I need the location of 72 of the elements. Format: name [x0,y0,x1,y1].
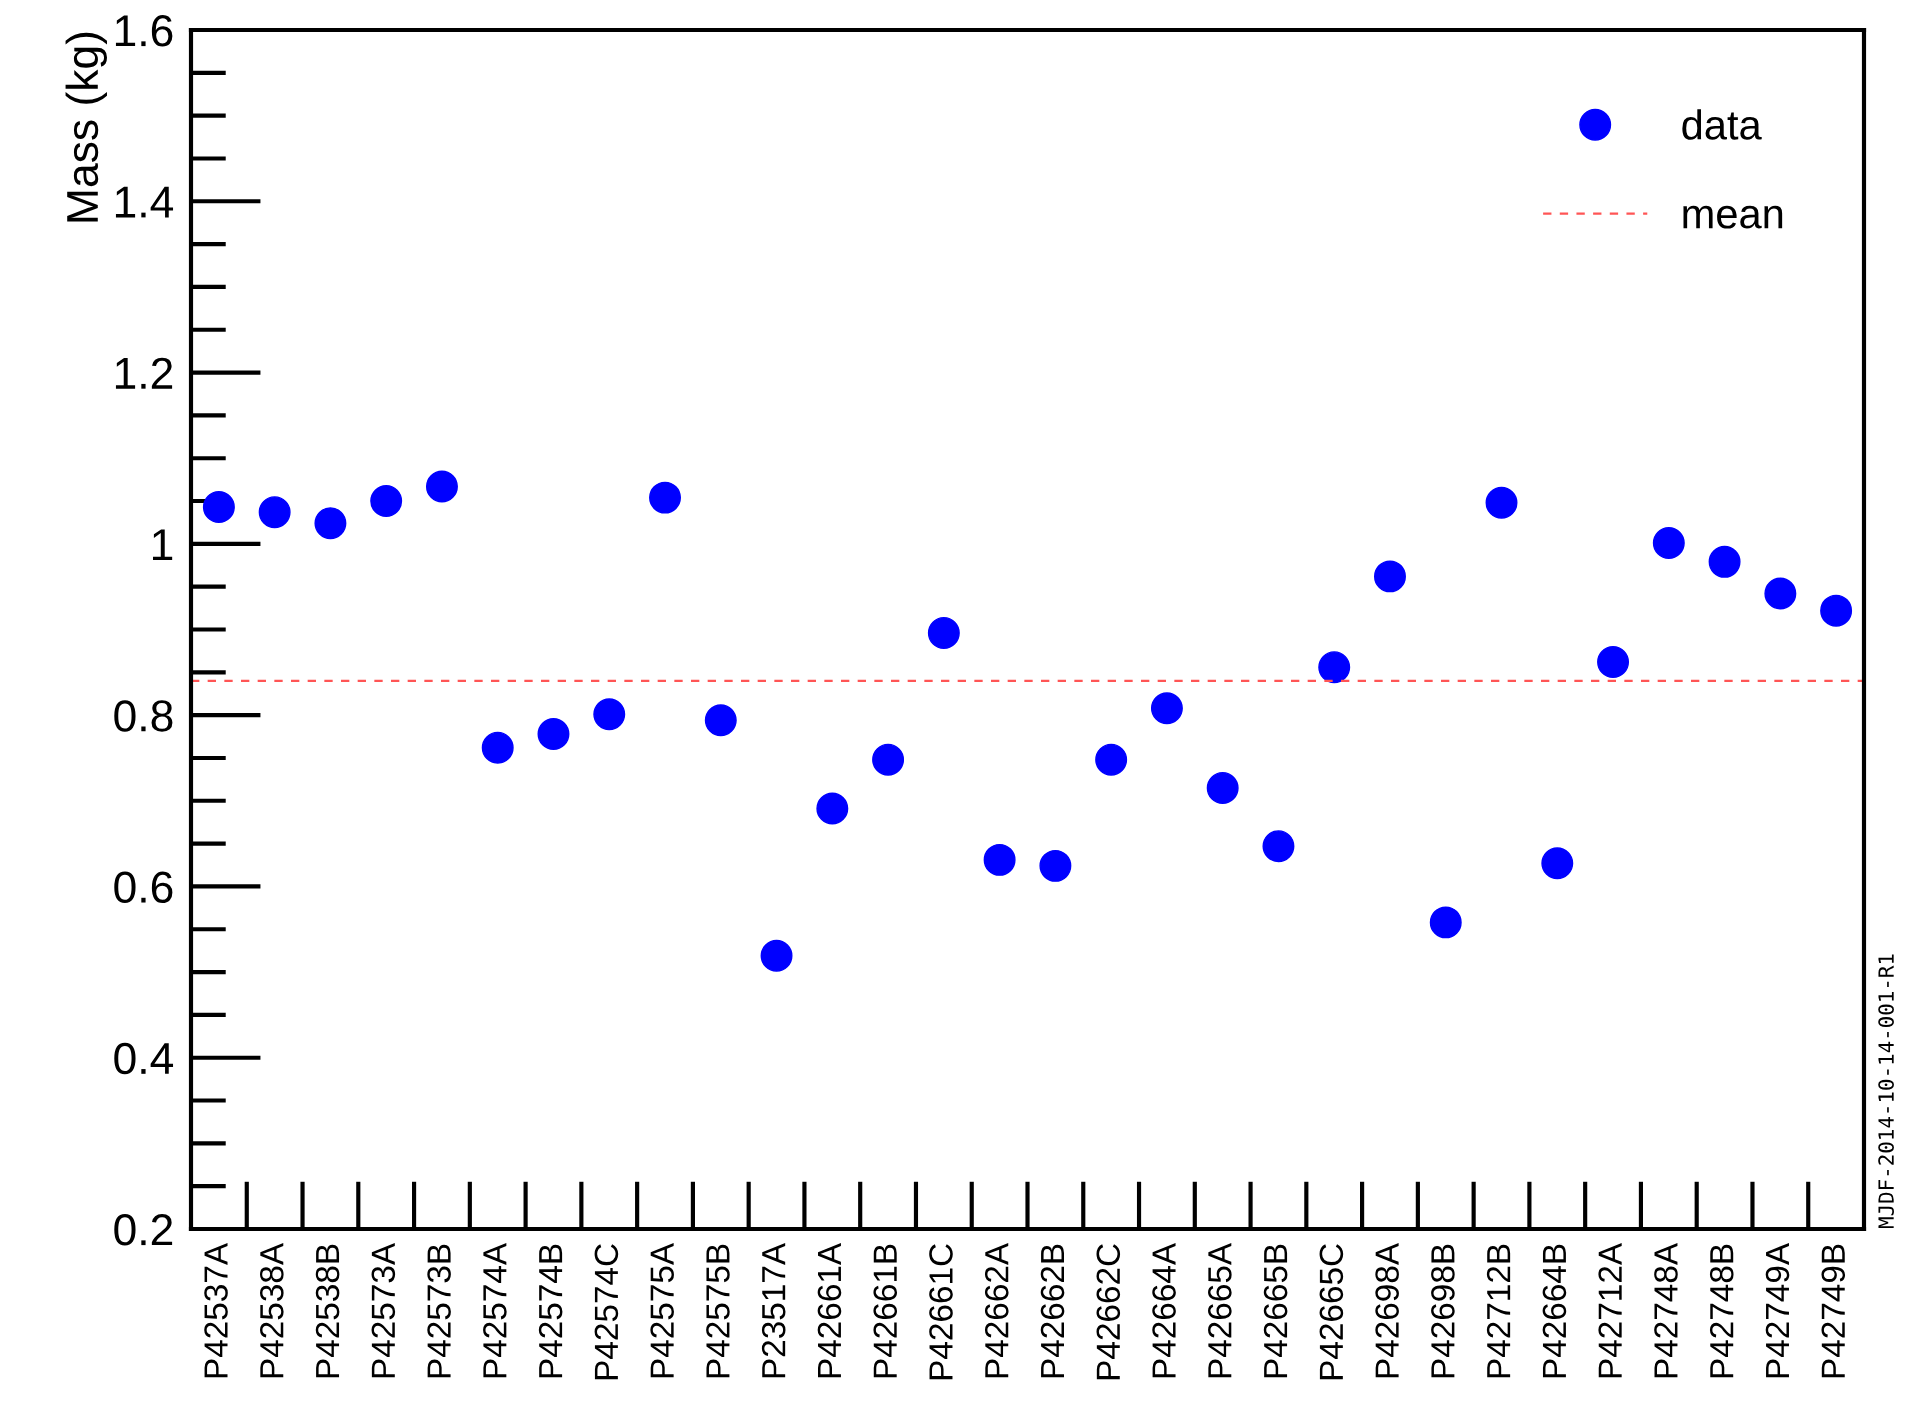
point [927,616,960,649]
x-tick-label: P42749B [1821,1244,1846,1378]
x-tick-label: P42574C [594,1244,619,1380]
x-tick-label: P42665C [1319,1244,1344,1380]
x-tick-label: P42664B [1542,1244,1567,1378]
x-tick-label: P42698B [1431,1244,1455,1378]
x-tick-label: P42538B [315,1244,340,1378]
x-tick-label: P42665B [1263,1244,1288,1378]
point [1708,545,1741,578]
point [1485,486,1518,519]
point [704,704,737,737]
x-tick-label: P42662A [984,1242,1009,1378]
x-tick-label: P42665A [1208,1242,1232,1378]
point [872,743,905,776]
x-tick-label: P42748B [1709,1244,1734,1378]
legend-label: data [1682,109,1762,140]
x-tick-label: P42661C [929,1244,953,1380]
x-tick-label: P42749A [1765,1242,1790,1378]
point [649,481,681,514]
point [1374,560,1406,593]
point [258,496,291,529]
point [760,939,793,972]
point [816,792,849,825]
point [370,485,403,518]
x-tick-label: P42662C [1096,1244,1121,1380]
point [1262,830,1295,863]
x-tick-label: P42712A [1598,1242,1622,1378]
x-tick-label: P42661B [873,1244,898,1378]
x-tick-label: P42573A [371,1242,396,1378]
point [1429,906,1462,939]
point [1652,527,1685,559]
point [481,731,514,764]
y-tick-label: 0.2 [114,1214,173,1246]
y-tick-label: 0.6 [114,871,173,903]
x-tick-label: P42573B [427,1244,451,1378]
point [1039,849,1072,882]
point [1150,692,1183,725]
x-tick-label: P42575A [650,1242,674,1378]
x-tick-label: P42574A [483,1242,507,1378]
point [1206,771,1239,804]
point [983,843,1016,876]
point [1541,847,1574,880]
x-tick-label: P42537A [204,1242,228,1378]
point [314,507,347,540]
point [202,491,235,524]
y-axis-title: Mass (kg) [65,32,107,222]
x-tick-label: P42664A [1152,1242,1176,1378]
point [1318,651,1351,684]
y-tick-label: 1.6 [115,15,173,47]
point [1095,743,1128,776]
point [425,470,458,503]
y-tick-label: 0.8 [114,700,173,732]
point [1764,577,1797,610]
x-tick-label: P42712B [1486,1244,1511,1378]
x-tick-label: P42574B [538,1244,563,1378]
y-tick-label: 1 [153,529,173,560]
y-tick-label: 0.4 [114,1042,174,1075]
text: MJDF-2014-10-14-001-R1 [1878,954,1894,1229]
x-tick-label: P42748A [1654,1242,1678,1378]
x-tick-label: P42661A [817,1242,842,1378]
point [1820,594,1853,627]
x-tick-label: P42538A [259,1242,284,1378]
point [537,718,570,750]
x-tick-label: P42662B [1040,1244,1065,1378]
point [593,698,626,731]
x-tick-label: P42575B [706,1244,730,1378]
y-tick-label: 1.4 [115,186,174,218]
x-tick-label: P23517A [761,1242,786,1378]
y-tick-label: 1.2 [115,357,173,389]
legend-label: mean [1683,205,1783,229]
point [1597,646,1630,679]
x-tick-label: P42698A [1375,1242,1399,1378]
